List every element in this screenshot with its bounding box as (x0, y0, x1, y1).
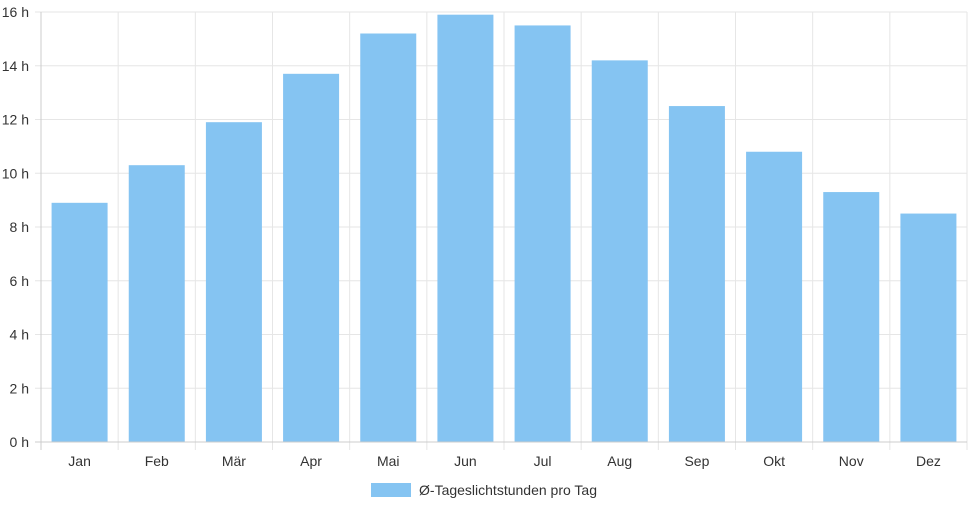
legend[interactable]: Ø-Tageslichtstunden pro Tag (0, 478, 968, 502)
bar-Jun (437, 14, 494, 442)
bar-Mai (360, 33, 417, 442)
bar-Feb (128, 165, 185, 442)
y-tick-label: 12 h (2, 112, 29, 128)
bar-Aug (591, 60, 648, 442)
x-tick-label: Feb (145, 453, 169, 469)
y-tick-label: 16 h (2, 4, 29, 20)
x-tick-label: Sep (684, 453, 709, 469)
bar-Sep (668, 106, 725, 442)
y-tick-label: 2 h (10, 380, 29, 396)
x-tick-label: Mär (222, 453, 246, 469)
bar-Dez (900, 213, 957, 442)
bar-Mär (205, 122, 262, 442)
y-tick-label: 6 h (10, 273, 29, 289)
y-tick-label: 10 h (2, 165, 29, 181)
tick-labels: 0 h 2 h 4 h 6 h 8 h 10 h 12 h 14 h 16 h Jan Feb Mär… (2, 4, 941, 469)
y-tick-label: 4 h (10, 327, 29, 343)
x-tick-label: Apr (300, 453, 322, 469)
x-tick-label: Dez (916, 453, 941, 469)
grid-lines (35, 11, 968, 450)
bar-Apr (283, 73, 340, 442)
bar-Jan (51, 202, 108, 442)
x-tick-label: Mai (377, 453, 400, 469)
bars (51, 14, 957, 442)
x-tick-label: Jan (68, 453, 91, 469)
x-tick-label: Okt (763, 453, 785, 469)
x-tick-label: Jul (534, 453, 552, 469)
bar-chart-svg: 0 h 2 h 4 h 6 h 8 h 10 h 12 h 14 h 16 h Jan Feb Mär… (2, 4, 968, 469)
bar-Jul (514, 25, 571, 442)
x-tick-label: Jun (454, 453, 477, 469)
x-tick-label: Aug (607, 453, 632, 469)
y-tick-label: 0 h (10, 434, 29, 450)
x-tick-label: Nov (839, 453, 864, 469)
bar-Okt (746, 151, 803, 442)
y-tick-label: 8 h (10, 219, 29, 235)
legend-label[interactable]: Ø-Tageslichtstunden pro Tag (419, 482, 597, 498)
legend-swatch[interactable] (371, 483, 412, 497)
y-tick-label: 14 h (2, 58, 29, 74)
bar-Nov (823, 192, 880, 442)
